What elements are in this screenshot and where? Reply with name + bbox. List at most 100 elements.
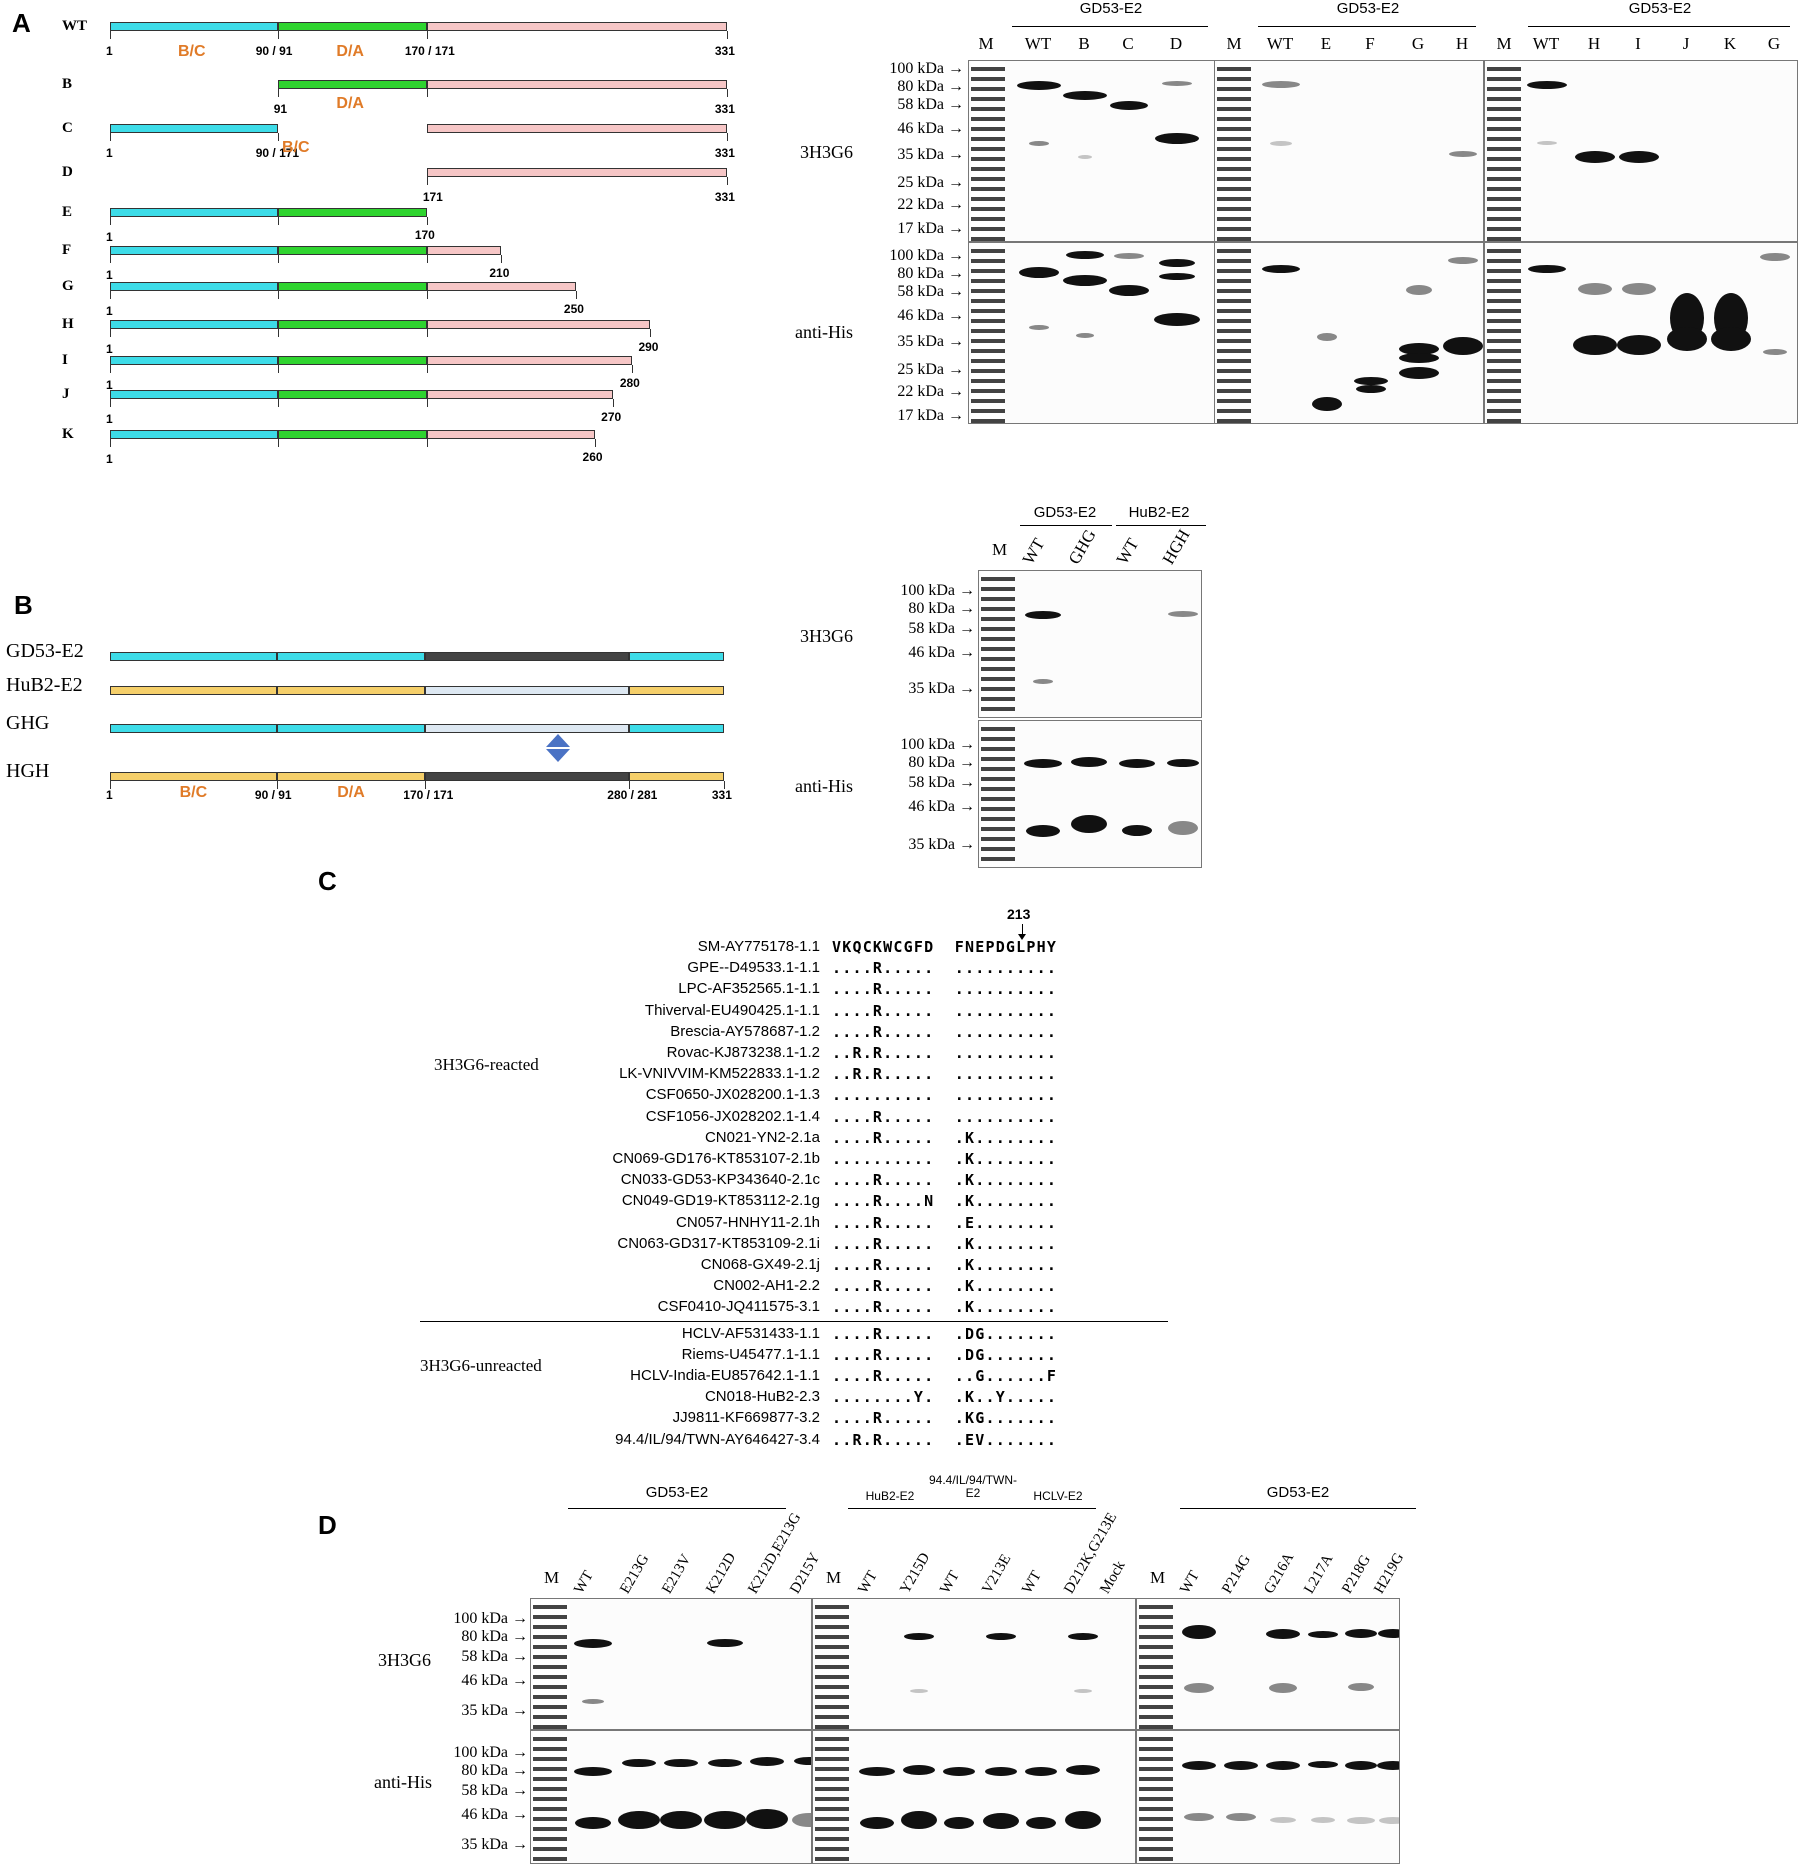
protein-band <box>1026 1817 1056 1829</box>
sequence-alignment: ....R..... .......... <box>832 1022 1058 1041</box>
lane-label: C <box>1122 34 1134 53</box>
protein-band <box>1528 265 1566 273</box>
protein-band <box>1347 1817 1375 1824</box>
construct-tick <box>650 329 652 337</box>
marker-ladder <box>1139 1731 1173 1863</box>
sequence-alignment: .......... .......... <box>832 1086 1058 1105</box>
construct-tick <box>110 329 111 337</box>
size-marker: 17 kDa → <box>897 220 964 237</box>
construct-tick <box>425 781 427 789</box>
construct-name: K <box>62 426 74 442</box>
size-marker: 100 kDa → <box>900 582 975 599</box>
protein-band <box>1182 1625 1216 1639</box>
sequence-name: LK-VNIVVIM-KM522833.1-1.2 <box>619 1065 820 1083</box>
construct-segment <box>629 724 724 733</box>
sequence-alignment: ....R....N .K........ <box>832 1192 1058 1211</box>
construct-tick <box>277 329 279 337</box>
lane-group-underline <box>1528 26 1790 27</box>
construct-segment <box>426 356 632 365</box>
lane-label: WT <box>1024 34 1052 53</box>
construct-name: D <box>62 164 73 180</box>
construct-segment <box>277 208 427 217</box>
sequence-name: HCLV-India-EU857642.1-1.1 <box>630 1367 820 1384</box>
size-marker: 80 kDa → <box>908 754 975 771</box>
size-marker: 100 kDa → <box>453 1744 528 1761</box>
construct-segment <box>110 430 278 439</box>
protein-band <box>1619 151 1659 163</box>
protein-band <box>1617 335 1661 355</box>
construct-tick <box>426 177 428 185</box>
construct-segment <box>629 652 724 661</box>
construct-position-label: 331 <box>711 788 732 802</box>
lane-label: E <box>1320 34 1332 53</box>
marker-ladder <box>533 1599 567 1729</box>
sequence-name: CN063-GD317-KT853109-2.1i <box>617 1234 820 1252</box>
construct-position-label: 91 <box>273 102 288 116</box>
construct-segment <box>629 686 724 695</box>
sequence-name: HCLV-AF531433-1.1 <box>681 1324 820 1342</box>
protein-band <box>1573 335 1617 355</box>
size-marker: 58 kDa → <box>908 620 975 637</box>
construct-segment <box>277 22 427 31</box>
protein-band <box>943 1767 975 1776</box>
lane-label: K <box>1723 34 1737 53</box>
lane-label: M <box>1226 34 1242 53</box>
protein-band <box>1449 151 1477 157</box>
lane-label: B <box>1078 34 1090 53</box>
lane-label: Y215D <box>897 1550 934 1597</box>
lane-label: G <box>1767 34 1781 53</box>
lane-group-label: HuB2-E2 <box>865 1489 915 1503</box>
construct-tick <box>110 133 111 141</box>
antibody-label: anti-His <box>374 1772 432 1792</box>
construct-segment <box>426 246 502 255</box>
lane-group-underline <box>928 1508 1018 1509</box>
group-label-reacted: 3H3G6-reacted <box>434 1055 539 1074</box>
protein-band <box>1068 1633 1098 1640</box>
sequence-name: CSF0410-JQ411575-3.1 <box>657 1298 820 1316</box>
lane-group-underline <box>1116 525 1206 526</box>
construct-segment <box>110 246 278 255</box>
lane-label: P218G <box>1339 1552 1374 1597</box>
construct-segment <box>277 80 427 89</box>
size-marker: 22 kDa → <box>897 383 964 400</box>
construct-tick <box>110 365 111 373</box>
lane-group-underline <box>1180 1508 1416 1509</box>
blot-membrane <box>1214 242 1484 424</box>
construct-tick <box>277 399 279 407</box>
lane-label: E213G <box>617 1551 653 1597</box>
lane-label: WT <box>1019 1568 1045 1597</box>
size-marker: 35 kDa → <box>461 1836 528 1853</box>
lane-group-label: GD53-E2 <box>1033 504 1097 521</box>
construct-segment <box>110 124 278 133</box>
sequence-alignment: ....R..... .......... <box>832 1107 1058 1126</box>
construct-tick <box>629 781 631 789</box>
protein-band <box>1159 273 1195 280</box>
construct-tick <box>426 217 428 225</box>
sequence-name: 94.4/IL/94/TWN-AY646427-3.4 <box>615 1430 820 1448</box>
lane-group-underline <box>1016 1508 1096 1509</box>
domain-label-bc: B/C <box>178 43 206 60</box>
protein-band <box>1354 377 1388 385</box>
size-marker: 80 kDa → <box>461 1762 528 1779</box>
marker-ladder <box>1487 61 1521 241</box>
sequence-name: CN057-HNHY11-2.1h <box>676 1213 820 1231</box>
sequence-alignment: .......... .K........ <box>832 1150 1058 1168</box>
group-label-unreacted: 3H3G6-unreacted <box>420 1356 542 1375</box>
marker-ladder <box>1139 1599 1173 1729</box>
construct-position-label: 280 <box>619 376 640 390</box>
protein-band <box>1184 1683 1214 1693</box>
lane-group-label: 94.4/IL/94/TWN-E2 <box>928 1473 1018 1500</box>
protein-band <box>1345 1761 1377 1770</box>
lane-label: Mock <box>1097 1558 1129 1597</box>
construct-segment <box>110 356 278 365</box>
protein-band <box>1377 1761 1399 1770</box>
lane-label: K212D <box>703 1550 740 1597</box>
marker-ladder <box>1487 243 1521 423</box>
size-marker: 25 kDa → <box>897 174 964 191</box>
protein-band <box>1017 81 1061 90</box>
construct-segment <box>425 724 630 733</box>
protein-band <box>1114 253 1144 259</box>
construct-tick <box>110 255 111 263</box>
protein-band <box>904 1633 934 1640</box>
blot-membrane <box>812 1730 1136 1864</box>
